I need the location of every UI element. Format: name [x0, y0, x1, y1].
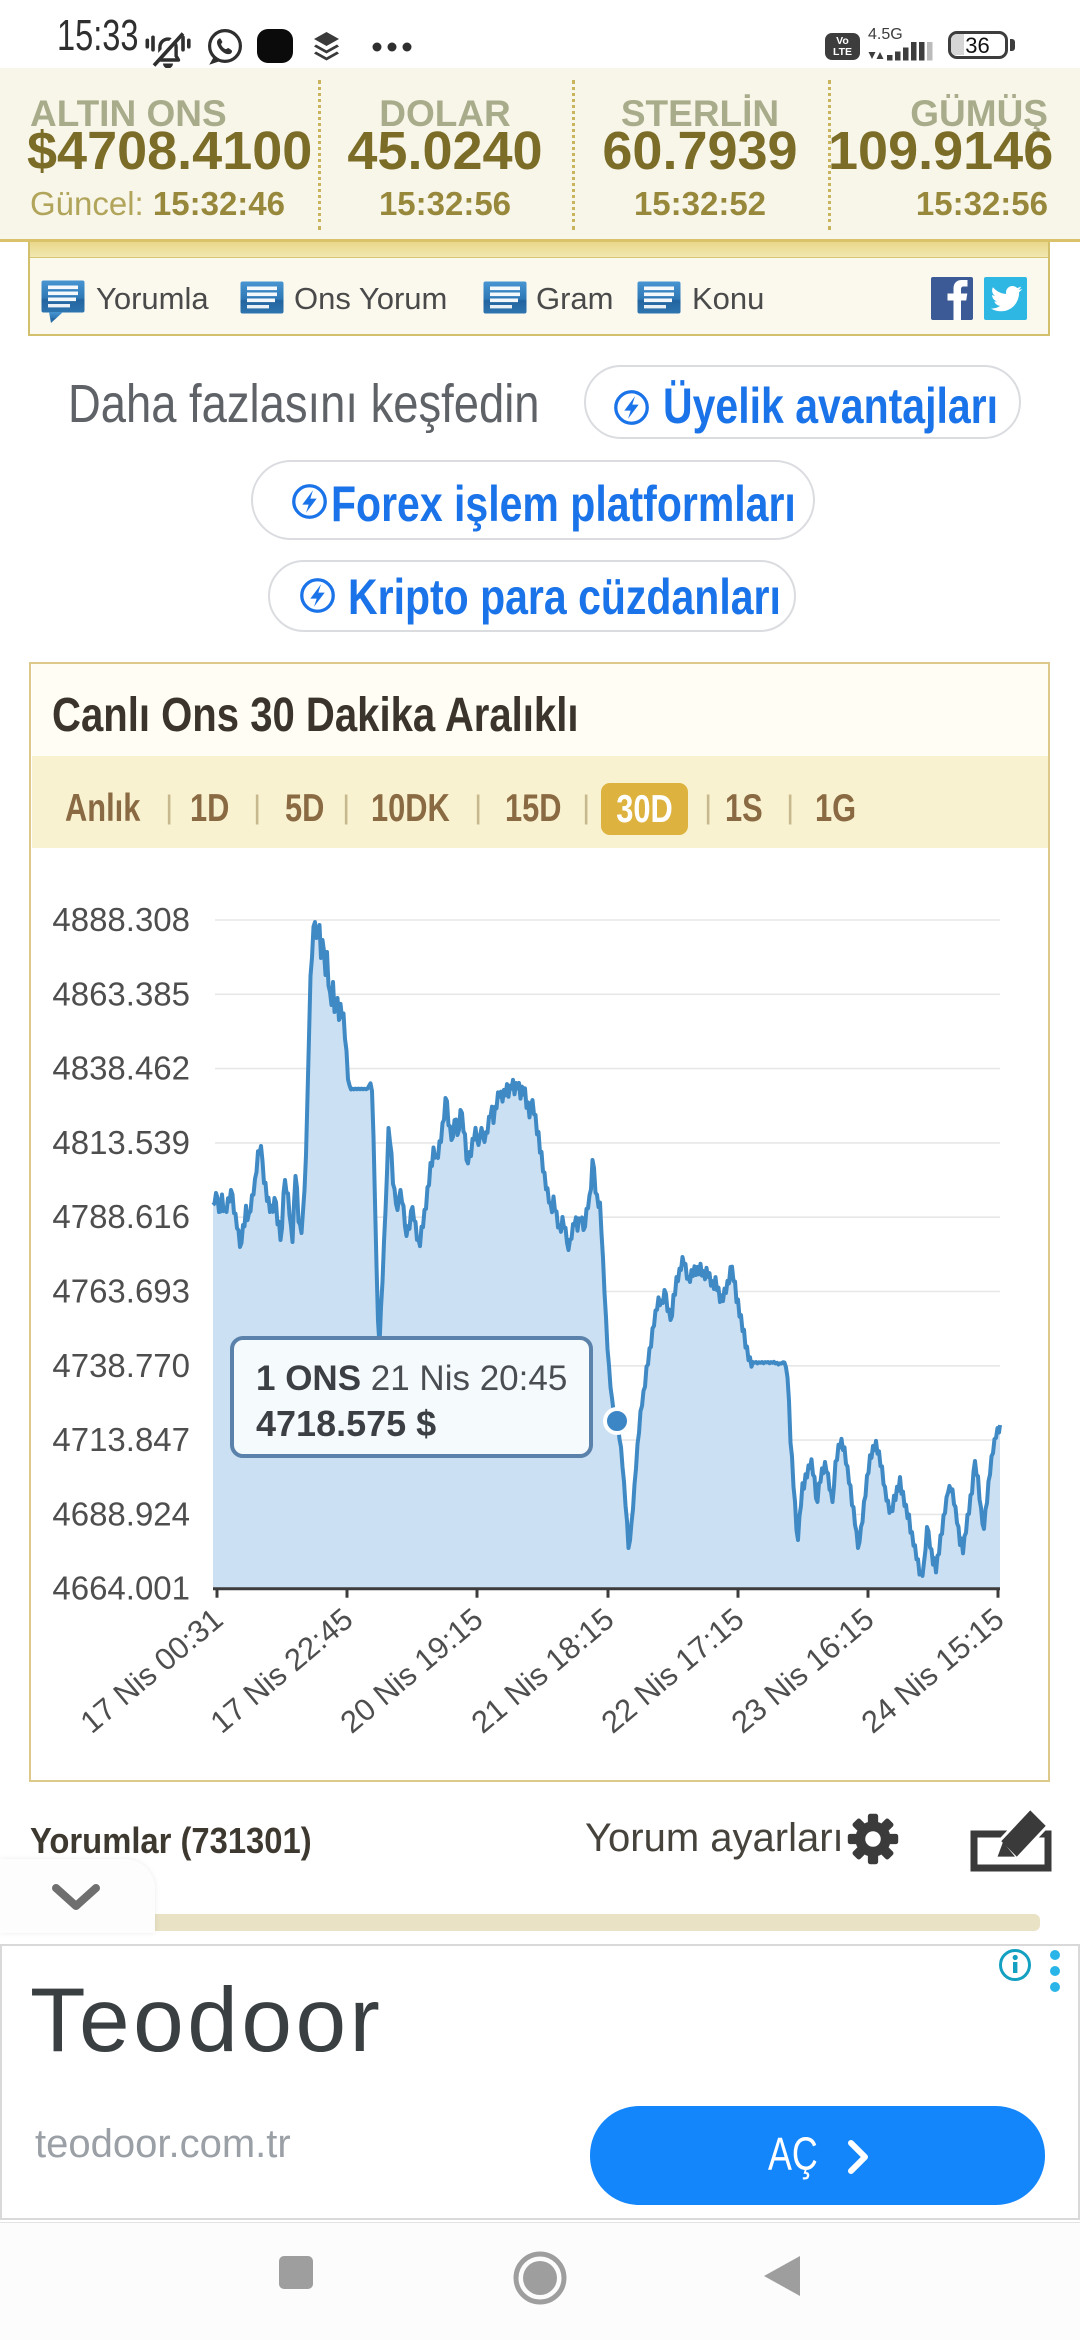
svg-text:4664.001: 4664.001 [52, 1570, 190, 1607]
svg-text:4888.308: 4888.308 [52, 901, 190, 938]
svg-text:4788.616: 4788.616 [52, 1198, 190, 1235]
svg-text:17 Nis 00:31: 17 Nis 00:31 [74, 1601, 230, 1740]
svg-text:21 Nis 18:15: 21 Nis 18:15 [465, 1601, 621, 1740]
svg-text:4863.385: 4863.385 [52, 975, 190, 1012]
svg-text:20 Nis 19:15: 20 Nis 19:15 [334, 1601, 490, 1740]
svg-text:4763.693: 4763.693 [52, 1273, 190, 1310]
svg-text:24 Nis 15:15: 24 Nis 15:15 [855, 1601, 1011, 1740]
svg-text:4718.575 $: 4718.575 $ [256, 1403, 436, 1444]
svg-text:1 ONS 21 Nis 20:45: 1 ONS 21 Nis 20:45 [256, 1359, 567, 1398]
svg-text:4688.924: 4688.924 [52, 1495, 190, 1532]
svg-text:4838.462: 4838.462 [52, 1050, 190, 1087]
svg-text:22 Nis 17:15: 22 Nis 17:15 [595, 1601, 751, 1740]
svg-text:4738.770: 4738.770 [52, 1347, 190, 1384]
svg-text:17 Nis 22:45: 17 Nis 22:45 [204, 1601, 360, 1740]
svg-text:23 Nis 16:15: 23 Nis 16:15 [725, 1601, 881, 1740]
svg-text:4713.847: 4713.847 [52, 1421, 190, 1458]
svg-text:4813.539: 4813.539 [52, 1124, 190, 1161]
